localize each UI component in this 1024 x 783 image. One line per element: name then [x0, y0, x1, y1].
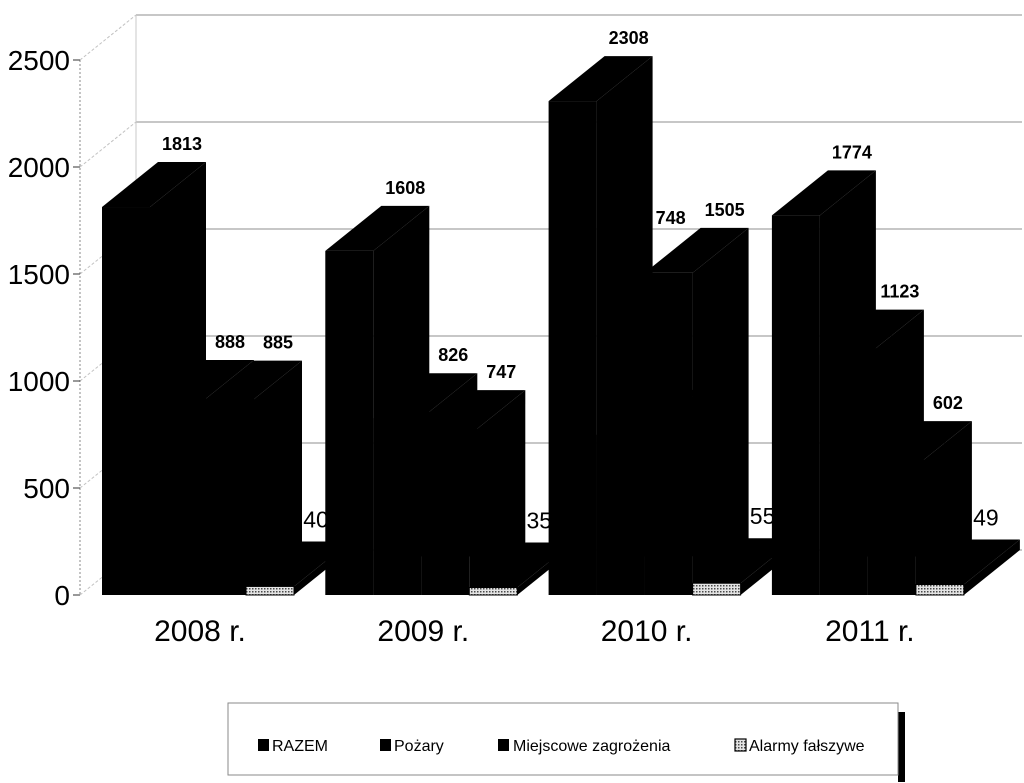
bar: [198, 360, 302, 595]
legend-item-alarmy-falszywe: Alarmy fałszywe: [734, 738, 865, 755]
data-label: 2308: [609, 28, 649, 48]
side-wall-gridline: [79, 14, 137, 61]
bars: [102, 56, 1020, 596]
bar-front-face: [915, 584, 965, 596]
bar-top-face: [198, 360, 302, 406]
data-label: 747: [486, 362, 516, 382]
legend-item-miejscowe-zagrozenia: Miejscowe zagrożenia: [498, 738, 671, 755]
x-tick-label: 2010 r.: [601, 615, 693, 648]
x-tick-label: 2008 r.: [154, 615, 246, 648]
data-label: 748: [656, 208, 686, 228]
data-label: 40: [303, 506, 329, 532]
bar-front-face: [325, 250, 374, 595]
legend: RAZEM Pożary Miejscowe zagrożenia Alarmy…: [227, 702, 905, 782]
legend-swatch: [380, 739, 391, 751]
legend-box: [227, 702, 899, 776]
bar-top-face: [771, 170, 876, 216]
bar-top-face: [692, 538, 797, 584]
x-tick-label: 2009 r.: [377, 615, 469, 648]
data-label: 602: [933, 393, 963, 413]
bar-side-face: [469, 390, 526, 595]
bar-front-face: [692, 582, 742, 596]
data-label: 885: [263, 333, 293, 353]
data-label: 49: [973, 505, 999, 531]
legend-label: Pożary: [394, 738, 444, 755]
legend-swatch: [734, 738, 747, 752]
data-label: 826: [438, 345, 468, 365]
legend-swatch: [258, 739, 269, 751]
bar-front-face: [373, 418, 422, 595]
bar: [421, 390, 526, 595]
bar-front-face: [468, 587, 518, 596]
bar-front-face: [644, 272, 693, 595]
bar: [644, 227, 749, 595]
legend-swatch: [498, 739, 509, 751]
bar-top-face: [469, 542, 574, 588]
bar: [867, 421, 972, 595]
y-tick-label: 2000: [8, 152, 70, 183]
y-tick-label: 1000: [8, 366, 70, 397]
bar-top-face: [867, 421, 972, 467]
bar-front-face: [596, 434, 645, 595]
bar-front-face: [771, 215, 820, 595]
bar-front-face: [150, 404, 198, 595]
y-tick-label: 1500: [8, 259, 70, 290]
bar-top-face: [915, 539, 1020, 585]
data-label: 1774: [832, 142, 872, 162]
data-label: 1505: [705, 200, 745, 220]
bar-side-face: [692, 227, 749, 595]
y-tick-label: 500: [23, 473, 70, 504]
x-axis-labels: 2008 r. 2009 r. 2010 r. 2011 r.: [154, 615, 915, 648]
bar-front-face: [548, 101, 597, 595]
data-label: 1608: [385, 178, 425, 198]
legend-item-pozary: Pożary: [380, 738, 444, 755]
y-tick-label: 2500: [8, 45, 70, 76]
x-tick-label: 2011 r.: [825, 615, 915, 648]
data-label: 1813: [162, 134, 202, 154]
data-label: 888: [215, 332, 245, 352]
bar-front-face: [245, 585, 295, 596]
bar-top-face: [246, 541, 350, 587]
bar-front-face: [198, 405, 246, 595]
bar-front-face: [421, 435, 470, 595]
data-label: 1123: [880, 282, 919, 302]
bar-front-face: [819, 354, 868, 595]
y-axis: 0 500 1000 1500 2000 2500: [8, 45, 81, 611]
data-label: 55: [750, 503, 776, 529]
bar-top-face: [548, 56, 653, 102]
bar-top-face: [373, 373, 478, 419]
y-tick-label: 0: [54, 580, 70, 611]
bar-top-face: [819, 309, 924, 355]
bar-top-face: [102, 162, 206, 208]
bar-top-face: [325, 205, 430, 251]
bar-side-face: [246, 360, 302, 595]
bar-top-face: [421, 390, 526, 436]
data-label: 35: [527, 508, 553, 534]
bar-side-face: [963, 539, 1020, 595]
side-wall-gridline: [79, 121, 137, 168]
legend-item-razem: RAZEM: [258, 738, 328, 755]
legend-label: RAZEM: [272, 738, 328, 755]
legend-label: Alarmy fałszywe: [749, 738, 865, 755]
bar-top-face: [644, 227, 749, 273]
legend-shadow: [898, 712, 905, 782]
data-labels: 1813 888 885 40 1608 826 747 35 2308 748 1505 55 177…: [162, 28, 999, 533]
bar: [915, 539, 1020, 596]
bar-front-face: [102, 207, 150, 595]
legend-label: Miejscowe zagrożenia: [513, 738, 671, 755]
bar-front-face: [867, 466, 916, 595]
bar-top-face: [150, 359, 254, 405]
